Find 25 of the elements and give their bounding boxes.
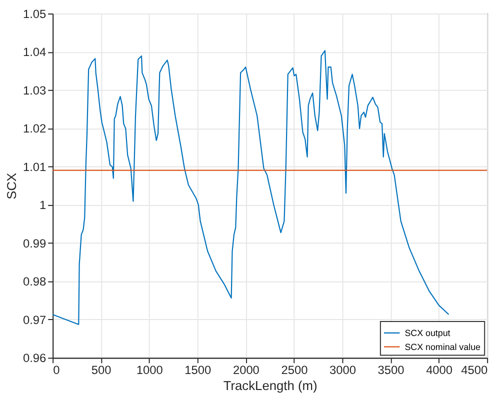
y-tick-label: 1.03 [22,83,46,98]
y-tick-label: 0.97 [22,312,46,327]
y-tick-label: 1.05 [22,6,46,21]
y-tick-label: 1 [40,198,47,212]
y-tick-label: 1.04 [22,45,46,60]
y-tick-label: 0.96 [22,351,46,366]
x-tick-label: 2500 [281,363,308,378]
x-tick-label: 4000 [426,363,453,378]
legend-label: SCX nominal value [404,342,481,352]
y-axis-title: SCX [4,172,20,200]
legend-label: SCX output [404,328,451,338]
y-tick-label: 0.98 [22,274,46,289]
y-tick-label: 1.02 [22,122,46,136]
line-series [52,50,450,325]
x-axis-title: TrackLength (m) [223,378,318,393]
x-tick-label: 4500 [461,363,488,378]
y-tick-label: 0.99 [22,236,46,250]
x-tick-label: 3000 [330,363,356,378]
x-tick-label: 1500 [184,363,212,378]
x-tick-label: 500 [91,363,112,378]
x-tick-label: 1000 [136,363,164,378]
x-tick-label: 2000 [232,363,260,378]
x-tick-label: 3500 [378,363,405,378]
x-tick-label: 0 [53,363,60,378]
y-tick-label: 1.01 [22,160,46,174]
